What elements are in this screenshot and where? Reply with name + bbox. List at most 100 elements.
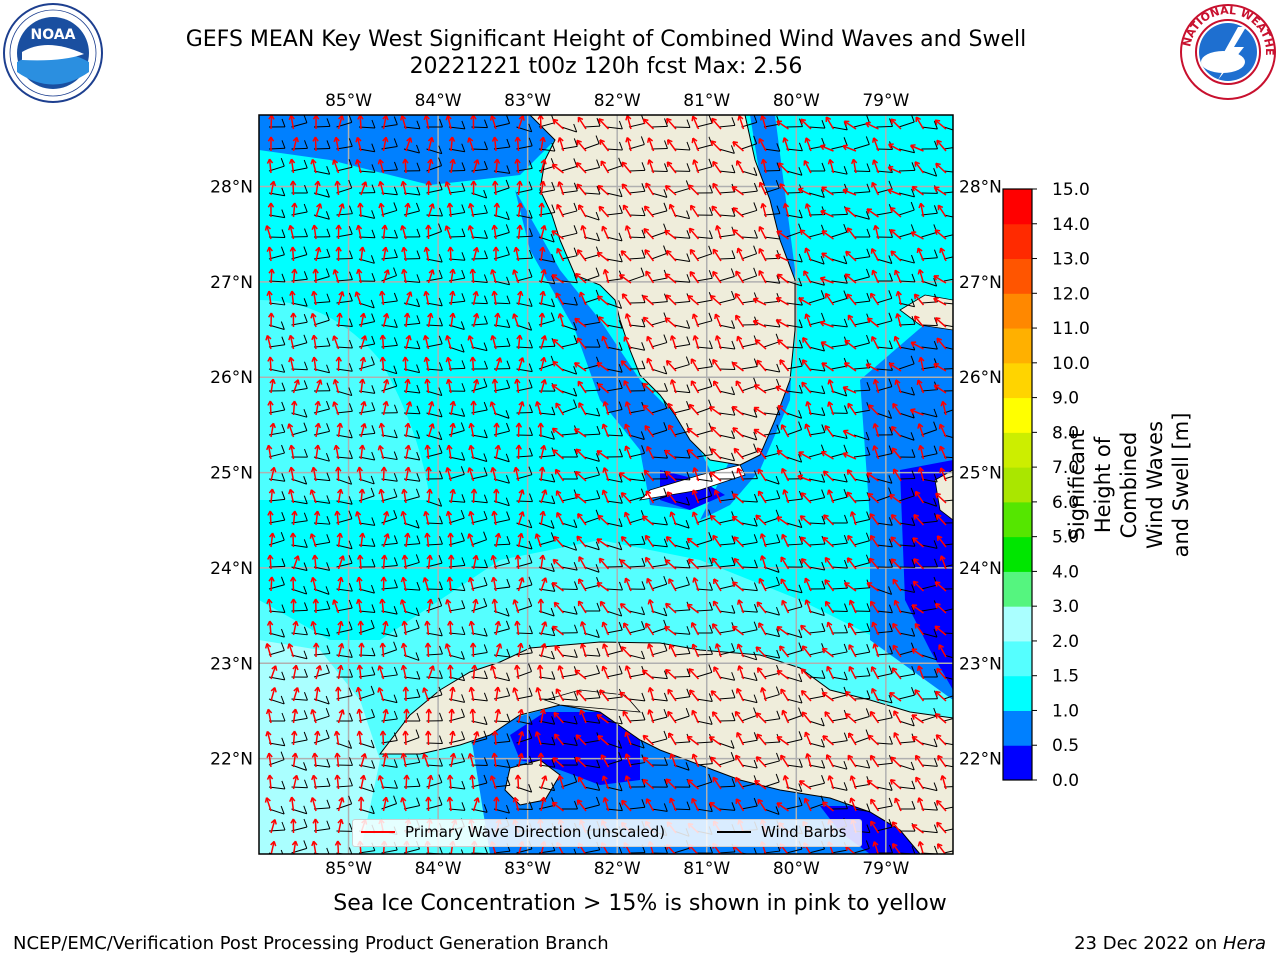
wind-barb-flag bbox=[281, 473, 286, 482]
wave-arrow-head bbox=[514, 664, 521, 670]
wind-barb-flag bbox=[957, 515, 960, 523]
wind-barb bbox=[673, 126, 691, 129]
wind-barb bbox=[718, 498, 735, 502]
wave-arrow-head bbox=[576, 183, 583, 190]
wave-arrow-head bbox=[894, 797, 900, 804]
wave-arrow-head bbox=[869, 600, 876, 607]
wind-barb-flag bbox=[685, 496, 690, 506]
wave-arrow-head bbox=[516, 202, 524, 209]
wave-arrow bbox=[890, 514, 902, 526]
wind-barb-flag bbox=[753, 534, 758, 543]
wind-barb-flag bbox=[438, 269, 443, 279]
wave-arrow-head bbox=[289, 290, 296, 296]
wind-barb bbox=[741, 588, 758, 592]
wave-arrow bbox=[555, 402, 565, 416]
wind-barb bbox=[741, 170, 758, 176]
wind-barb bbox=[583, 764, 600, 769]
wave-arrow-head bbox=[578, 556, 584, 562]
wind-barb bbox=[853, 276, 870, 282]
wind-barb bbox=[876, 453, 893, 458]
wind-barb-flag bbox=[843, 318, 848, 328]
wind-barb-flag bbox=[709, 207, 713, 216]
wave-arrow-head bbox=[355, 224, 363, 231]
wave-arrow bbox=[597, 295, 609, 306]
wave-arrow-head bbox=[893, 710, 899, 716]
wind-barb-flag bbox=[483, 670, 488, 679]
wave-arrow bbox=[868, 557, 880, 570]
wave-arrow bbox=[575, 756, 587, 768]
wave-arrow bbox=[602, 775, 610, 790]
wave-arrow bbox=[692, 511, 700, 526]
wind-barb-flag bbox=[957, 247, 960, 255]
wave-arrow-head bbox=[467, 202, 475, 209]
wind-barb bbox=[763, 324, 780, 328]
wave-arrow bbox=[664, 449, 677, 460]
wind-barb-flag bbox=[664, 118, 668, 127]
wave-arrow bbox=[714, 489, 722, 504]
wind-barb-flag bbox=[618, 474, 623, 483]
wind-barb bbox=[876, 717, 893, 722]
wave-arrow bbox=[711, 205, 722, 218]
wave-arrow-head bbox=[333, 444, 340, 451]
wave-arrow bbox=[554, 733, 565, 746]
wind-barb bbox=[786, 522, 802, 529]
wave-arrow bbox=[669, 204, 677, 218]
wind-barb-flag bbox=[888, 818, 893, 828]
wave-arrow-head bbox=[338, 555, 345, 561]
wave-arrow-head bbox=[402, 686, 410, 692]
wave-arrow-head bbox=[334, 840, 342, 846]
wave-arrow bbox=[405, 445, 410, 460]
wind-barb bbox=[696, 609, 713, 612]
wind-barb-flag bbox=[708, 664, 713, 673]
wave-arrow bbox=[559, 313, 565, 328]
wind-barb-flag bbox=[529, 755, 533, 765]
wave-arrow bbox=[824, 601, 835, 614]
wind-barb bbox=[336, 390, 352, 397]
wind-barb-flag bbox=[325, 708, 330, 717]
wind-barb-flag bbox=[348, 687, 353, 696]
wave-arrow-head bbox=[428, 665, 435, 671]
wave-arrow bbox=[646, 446, 655, 460]
wind-barb bbox=[336, 187, 352, 194]
wave-arrow-head bbox=[624, 665, 631, 671]
wave-arrow-head bbox=[916, 247, 923, 254]
wind-barb bbox=[403, 561, 420, 568]
florida-keys bbox=[638, 464, 746, 501]
wind-barb bbox=[651, 407, 667, 414]
wind-barb-flag bbox=[866, 690, 871, 699]
wind-barb-flag bbox=[326, 400, 330, 410]
wind-barb-flag bbox=[754, 559, 758, 568]
wave-arrow bbox=[867, 492, 880, 504]
wave-arrow-head bbox=[355, 136, 362, 143]
wind-barb-flag bbox=[798, 797, 803, 806]
wind-barb-flag bbox=[865, 431, 870, 441]
wind-barb bbox=[561, 255, 578, 260]
wave-arrow bbox=[849, 599, 857, 614]
wind-barb-flag bbox=[506, 511, 511, 520]
wave-arrow bbox=[710, 295, 722, 306]
wave-arrow-head bbox=[266, 444, 273, 451]
wave-arrow bbox=[357, 225, 362, 240]
wind-barb-flag bbox=[461, 120, 466, 130]
wave-arrow-head bbox=[647, 709, 654, 715]
wind-barb bbox=[808, 232, 825, 238]
wind-barb-flag bbox=[686, 210, 691, 219]
wind-barb-flag bbox=[843, 671, 848, 681]
wind-barb bbox=[696, 236, 713, 239]
wind-barb-flag bbox=[843, 166, 848, 175]
lon-tick-label-top: 82°W bbox=[594, 91, 641, 111]
wind-barb-flag bbox=[506, 578, 511, 588]
wave-arrow-head bbox=[618, 274, 625, 280]
colorbar-tick-label: 4.0 bbox=[1052, 562, 1079, 582]
wind-barb-flag bbox=[370, 255, 375, 264]
wave-arrow-head bbox=[444, 225, 451, 231]
wind-barb-flag bbox=[348, 225, 353, 235]
wave-arrow-head bbox=[338, 291, 345, 297]
wind-barb bbox=[538, 412, 555, 416]
wave-arrow bbox=[824, 293, 835, 306]
wave-arrow bbox=[917, 665, 925, 680]
wave-arrow-head bbox=[310, 708, 317, 715]
wind-barb bbox=[921, 607, 938, 612]
wave-arrow bbox=[829, 159, 835, 174]
wind-barb-flag bbox=[865, 554, 870, 563]
